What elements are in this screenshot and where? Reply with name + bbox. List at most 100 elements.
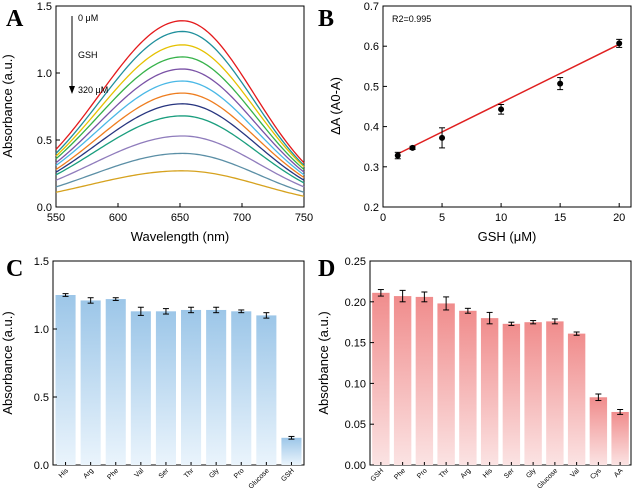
data-point [616,40,623,47]
spectrum-curve-5 [55,68,305,173]
category-label-val: Val [569,467,581,479]
panel-b-xtick-label: 20 [613,212,625,224]
ytick-label: 0.10 [345,378,366,390]
panel-b-ytick-label: 0.5 [364,81,379,93]
panel-b-r2-annotation: R2=0.995 [392,14,431,24]
panel-c-frame [52,260,305,466]
panel-letter-a: A [6,6,24,32]
panel-b-ytick-label: 0.6 [364,41,379,53]
panel-a-xtick-label: 700 [233,212,251,224]
ytick-label: 0.0 [34,460,49,472]
category-label-pro: Pro [416,467,429,480]
panel-letter-c: C [6,256,23,282]
data-point [439,134,446,141]
panel-a-frame [55,5,305,208]
panel-b-xtick-label: 0 [380,212,386,224]
category-label-glucose: Glucose [248,467,271,490]
bar-glucose [256,315,277,465]
category-label-gsh: GSH [280,467,296,483]
spectrum-curve-4 [55,56,305,170]
panel-a-annotation-middle: GSH [78,50,98,60]
ytick-label: 0.5 [34,392,49,404]
panel-c-bars [55,293,302,465]
category-label-phe: Phe [393,467,407,481]
panel-b-xlabel: GSH (μM) [478,229,537,244]
ytick-label: 0.15 [345,338,366,350]
panel-a-ylabel: Absorbance (a.u.) [0,54,15,157]
bar-gly [524,322,542,465]
panel-b-fit-line [397,43,620,155]
spectrum-curve-12 [55,170,305,197]
panel-b-ytick-label: 0.3 [364,162,379,174]
bar-ser [502,323,521,465]
bar-arg [459,310,477,465]
category-label-gly: Gly [208,467,221,480]
bar-gsh [372,292,390,465]
ytick-label: 0.05 [345,419,366,431]
panel-b-ytick-label: 0.2 [364,202,379,214]
ytick-label: 1.5 [34,256,49,268]
panel-a-arrow-head-icon [69,86,75,94]
category-label-cys: Cys [589,467,603,481]
panel-a-ytick-label: 0.5 [37,135,52,147]
spectrum-curve-7 [55,92,305,179]
category-label-gly: Gly [525,467,538,480]
panel-a-xtick-label: 650 [171,212,189,224]
panel-letter-d: D [318,256,335,282]
panel-letter-b: B [318,6,334,32]
panel-b-ylabel: ΔA (A0-A) [328,77,343,135]
spectrum-curve-8 [55,103,305,181]
category-label-pro: Pro [233,467,246,480]
ytick-label: 0.20 [345,297,366,309]
panel-b-frame [382,5,632,208]
panel-a-xtick-label: 750 [295,212,313,224]
spectrum-curve-3 [55,44,305,168]
category-label-his: His [482,467,494,479]
panel-a-xtick-label: 550 [47,212,65,224]
category-label-ser: Ser [503,467,516,480]
panel-d-frame [369,260,632,466]
panel-a-ytick-label: 0.0 [37,202,52,214]
bar-aa [611,411,629,465]
category-label-gsh: GSH [370,467,386,483]
panel-c-ylabel: Absorbance (a.u.) [0,311,15,414]
category-label-val: Val [134,467,146,479]
spectrum-curve-6 [55,80,305,176]
category-label-arg: Arg [82,467,95,480]
panel-b-points [394,38,623,160]
category-label-aa: AA [613,467,625,479]
bar-his [55,295,76,465]
panel-b-xtick-label: 15 [554,212,566,224]
data-point [394,152,401,159]
category-label-his: His [58,467,70,479]
bar-pro [415,296,434,465]
panel-a-ytick-label: 1.0 [37,68,52,80]
panel-b-ytick-label: 0.7 [364,1,379,13]
ytick-label: 0.25 [345,256,366,268]
bar-phe [105,299,126,465]
panel-a-curves [55,20,305,197]
category-label-thr: Thr [438,467,451,480]
fit-line [397,43,620,155]
bar-val [130,311,151,465]
panel-a-ytick-label: 1.5 [37,1,52,13]
panel-b-ytick-label: 0.4 [364,122,379,134]
data-point [409,144,416,151]
category-label-glucose: Glucose [536,467,559,490]
panel-c-selectivity: His Arg Phe Val Ser Thr Gly Pro Glucose GSH 0.0 0.5… [0,256,305,491]
category-label-phe: Phe [106,467,120,481]
panel-a-xlabel: Wavelength (nm) [131,229,230,244]
bar-phe [393,296,412,465]
spectrum-curve-1 [55,20,305,164]
bar-arg [80,300,101,465]
panel-b-calibration: 0 5 10 15 20 0.2 0.3 0.4 0.5 0.6 0.7 R2=0.995 GSH … [328,1,632,244]
category-label-thr: Thr [183,467,196,480]
panel-a-spectra: 550 600 650 700 750 0.0 0.5 1.0 1.5 0 μM GSH 320… [0,1,313,244]
bar-his [480,318,499,465]
bar-cys [589,397,608,465]
panel-a-xtick-label: 600 [109,212,127,224]
bar-ser [155,311,176,465]
panel-d-ylabel: Absorbance (a.u.) [316,311,331,414]
